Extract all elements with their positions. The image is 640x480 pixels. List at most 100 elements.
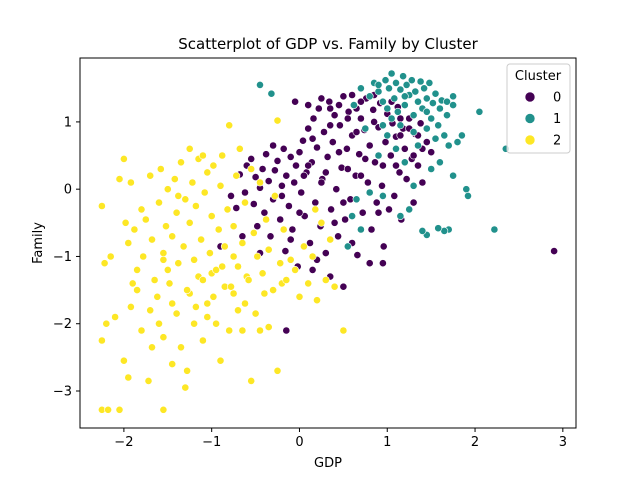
cluster-2-point <box>225 121 234 130</box>
cluster-2-point <box>183 286 191 294</box>
cluster-2-point <box>235 144 244 153</box>
cluster-0-point <box>323 152 332 161</box>
cluster-2-point <box>264 245 273 254</box>
cluster-1-point <box>381 76 390 85</box>
y-tick-label: −2 <box>53 317 72 332</box>
cluster-0-point <box>341 215 349 224</box>
cluster-2-point <box>241 299 249 308</box>
cluster-2-point <box>209 161 218 170</box>
cluster-2-point <box>137 205 146 214</box>
cluster-2-point <box>264 323 273 331</box>
cluster-2-point <box>146 171 155 180</box>
x-tick-label: 0 <box>295 435 303 450</box>
cluster-2-point <box>174 191 183 200</box>
cluster-0-point <box>291 97 299 106</box>
cluster-1-point <box>361 124 370 133</box>
cluster-2-point <box>170 175 179 183</box>
legend: Cluster 0 1 2 <box>506 63 571 154</box>
cluster-1-point <box>383 104 392 113</box>
cluster-0-point <box>251 173 260 181</box>
cluster-1-point <box>444 141 453 150</box>
cluster-2-point <box>98 202 106 210</box>
cluster-0-point <box>335 121 344 130</box>
cluster-0-point <box>356 114 365 123</box>
cluster-0-point <box>320 128 328 136</box>
cluster-0-point <box>392 161 400 170</box>
y-tick-label: −3 <box>53 385 72 400</box>
cluster-1-point <box>422 94 431 103</box>
cluster-1-point <box>402 81 411 89</box>
cluster-0-point <box>262 150 270 159</box>
cluster-0-point <box>334 232 342 241</box>
x-tick-label: 2 <box>471 435 479 450</box>
legend-marker-2 <box>524 134 536 146</box>
cluster-1-point <box>356 225 365 234</box>
cluster-0-point <box>281 247 290 255</box>
cluster-1-point <box>443 97 451 106</box>
cluster-2-point <box>260 289 269 298</box>
cluster-0-point <box>279 144 288 153</box>
cluster-0-point <box>343 165 352 173</box>
cluster-2-point <box>159 333 168 342</box>
cluster-2-point <box>279 225 288 234</box>
cluster-1-point <box>400 92 409 101</box>
y-axis-label: Family <box>31 222 46 264</box>
cluster-2-point <box>241 198 249 207</box>
cluster-2-point <box>146 306 155 315</box>
cluster-0-point <box>352 128 361 136</box>
cluster-1-point <box>256 81 264 89</box>
cluster-2-point <box>269 286 277 294</box>
cluster-2-point <box>339 326 348 335</box>
cluster-2-point <box>130 225 139 234</box>
cluster-0-point <box>339 92 348 101</box>
cluster-1-point <box>464 191 472 200</box>
cluster-0-point <box>390 191 399 200</box>
cluster-0-point <box>282 326 291 335</box>
cluster-0-point <box>321 168 330 177</box>
cluster-2-point <box>104 405 112 414</box>
cluster-2-point <box>234 262 242 271</box>
cluster-1-point <box>343 242 352 251</box>
y-axis: −3 −2 −1 0 1 <box>53 115 80 400</box>
cluster-2-point <box>227 282 235 291</box>
y-tick-label: 1 <box>64 115 72 130</box>
cluster-0-point <box>358 208 367 217</box>
cluster-2-point <box>273 116 282 125</box>
cluster-1-point <box>443 111 451 120</box>
cluster-0-point <box>317 94 326 103</box>
cluster-2-point <box>247 376 256 385</box>
cluster-0-point <box>286 235 295 244</box>
cluster-1-point <box>400 158 409 167</box>
cluster-2-point <box>223 205 232 214</box>
cluster-0-point <box>371 158 379 167</box>
cluster-1-point <box>387 114 396 123</box>
cluster-2-point <box>216 181 225 190</box>
cluster-2-point <box>282 276 291 284</box>
cluster-0-point <box>367 225 376 234</box>
cluster-1-point <box>392 79 400 87</box>
cluster-0-point <box>227 191 235 200</box>
legend-label-2: 2 <box>553 134 561 149</box>
cluster-0-point <box>258 165 267 173</box>
cluster-1-point <box>414 97 422 106</box>
cluster-1-point <box>490 225 499 234</box>
cluster-1-point <box>457 131 466 140</box>
cluster-2-point <box>299 242 308 251</box>
cluster-2-point <box>133 286 141 294</box>
cluster-0-point <box>339 198 348 207</box>
x-tick-label: −1 <box>202 435 221 450</box>
cluster-2-point <box>200 188 209 197</box>
cluster-1-point <box>374 151 383 160</box>
cluster-2-point <box>244 276 253 284</box>
cluster-0-point <box>396 131 405 140</box>
cluster-2-point <box>311 205 320 214</box>
cluster-2-point <box>286 255 295 264</box>
cluster-0-point <box>314 104 323 113</box>
cluster-2-point <box>177 158 185 167</box>
cluster-2-point <box>220 242 229 251</box>
legend-marker-1 <box>524 113 536 124</box>
cluster-2-point <box>156 165 165 173</box>
cluster-2-point <box>232 171 241 180</box>
cluster-0-point <box>232 204 241 212</box>
cluster-0-point <box>402 175 411 183</box>
